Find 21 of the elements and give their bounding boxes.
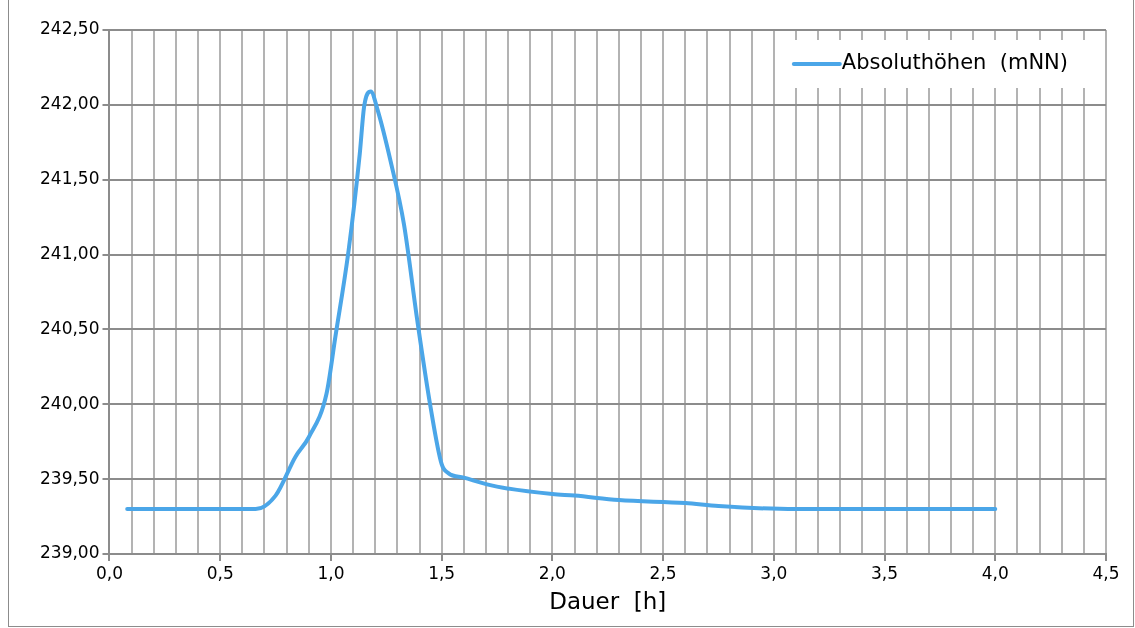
x-axis-title: Dauer [h]: [549, 588, 667, 615]
x-tick-label: 0,0: [95, 562, 124, 583]
x-tick-label: 0,5: [206, 562, 234, 583]
y-tick-label: 242,50: [40, 18, 100, 39]
legend-label: Absoluthöhen (mNN): [841, 50, 1068, 75]
x-tick-label: 4,5: [1092, 562, 1120, 583]
x-tick-label: 1,0: [317, 562, 345, 583]
x-tick-label: 2,0: [538, 562, 566, 583]
line-series: [125, 89, 998, 512]
y-tick-label: 239,50: [40, 467, 100, 488]
y-tick-label: 241,50: [40, 168, 100, 189]
y-tick-label: 239,00: [40, 542, 100, 563]
x-tick-label: 1,5: [428, 562, 456, 583]
y-tick-label: 240,50: [40, 317, 100, 338]
x-tick-label: 4,0: [981, 562, 1009, 583]
y-tick-label: 241,00: [40, 242, 100, 263]
y-tick-label: 240,00: [40, 392, 100, 413]
x-tick-label: 3,0: [760, 562, 788, 583]
x-tick-label: 3,5: [871, 562, 899, 583]
x-tick-label: 2,5: [649, 562, 677, 583]
y-tick-label: 242,00: [40, 93, 100, 114]
